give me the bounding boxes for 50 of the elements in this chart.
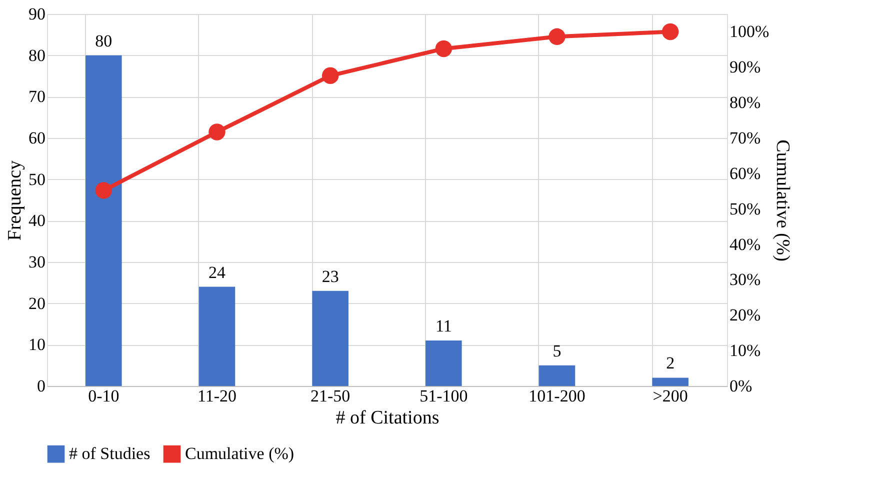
y-tick-label: 10 bbox=[28, 335, 46, 354]
point bbox=[322, 67, 339, 84]
data-label: 24 bbox=[208, 262, 226, 282]
y2-axis-title: Cumulative (%) bbox=[772, 140, 794, 262]
y-tick-label: 50 bbox=[28, 170, 46, 189]
data-label: 23 bbox=[322, 266, 339, 286]
bar bbox=[538, 365, 576, 386]
x-tick-label: 21-50 bbox=[310, 386, 350, 406]
x-tick-label: 11-20 bbox=[197, 386, 237, 406]
x-tick-label: 51-100 bbox=[420, 386, 468, 406]
data-label: 11 bbox=[435, 316, 452, 336]
data-label: 80 bbox=[95, 31, 112, 50]
x-tick-label: 0-10 bbox=[88, 386, 120, 406]
y-tick-label: 90 bbox=[28, 4, 46, 24]
point bbox=[208, 124, 226, 140]
legend-label: # of Studies bbox=[69, 444, 150, 464]
y2-tick-label: 90% bbox=[730, 58, 761, 77]
y-tick-label: 0 bbox=[37, 376, 46, 396]
bar bbox=[312, 290, 348, 386]
bar bbox=[198, 286, 236, 386]
y2-tick-label: 10% bbox=[730, 341, 761, 360]
y2-tick-label: 0% bbox=[730, 376, 752, 396]
point bbox=[548, 28, 566, 46]
x-axis-title: # of Citations bbox=[336, 408, 440, 428]
y-tick-label: 60 bbox=[28, 128, 46, 148]
bar bbox=[426, 340, 462, 386]
y2-tick-label: 60% bbox=[730, 164, 761, 183]
y-tick-label: 70 bbox=[28, 87, 46, 106]
y2-tick-label: 30% bbox=[730, 270, 761, 290]
y-tick-label: 20 bbox=[28, 294, 46, 313]
point bbox=[95, 182, 112, 199]
data-label: 5 bbox=[552, 341, 562, 360]
y-tick-label: 80 bbox=[28, 46, 46, 65]
point bbox=[435, 40, 452, 58]
bar bbox=[86, 55, 122, 386]
legend-label: Cumulative (%) bbox=[185, 444, 294, 464]
y-tick-label: 40 bbox=[28, 211, 46, 230]
bar bbox=[652, 378, 688, 386]
y2-tick-label: 70% bbox=[730, 128, 761, 148]
y-tick-label: 30 bbox=[28, 252, 46, 272]
y-axis-title: Frequency bbox=[4, 160, 26, 241]
point bbox=[662, 23, 679, 40]
y2-tick-label: 80% bbox=[730, 93, 761, 112]
y2-tick-label: 100% bbox=[730, 22, 770, 42]
data-label: 2 bbox=[666, 354, 675, 373]
y2-tick-label: 40% bbox=[730, 234, 761, 254]
y2-tick-label: 50% bbox=[730, 199, 761, 218]
x-tick-label: 101-200 bbox=[528, 386, 586, 406]
y2-tick-label: 20% bbox=[730, 306, 761, 325]
x-tick-label: >200 bbox=[652, 386, 688, 406]
